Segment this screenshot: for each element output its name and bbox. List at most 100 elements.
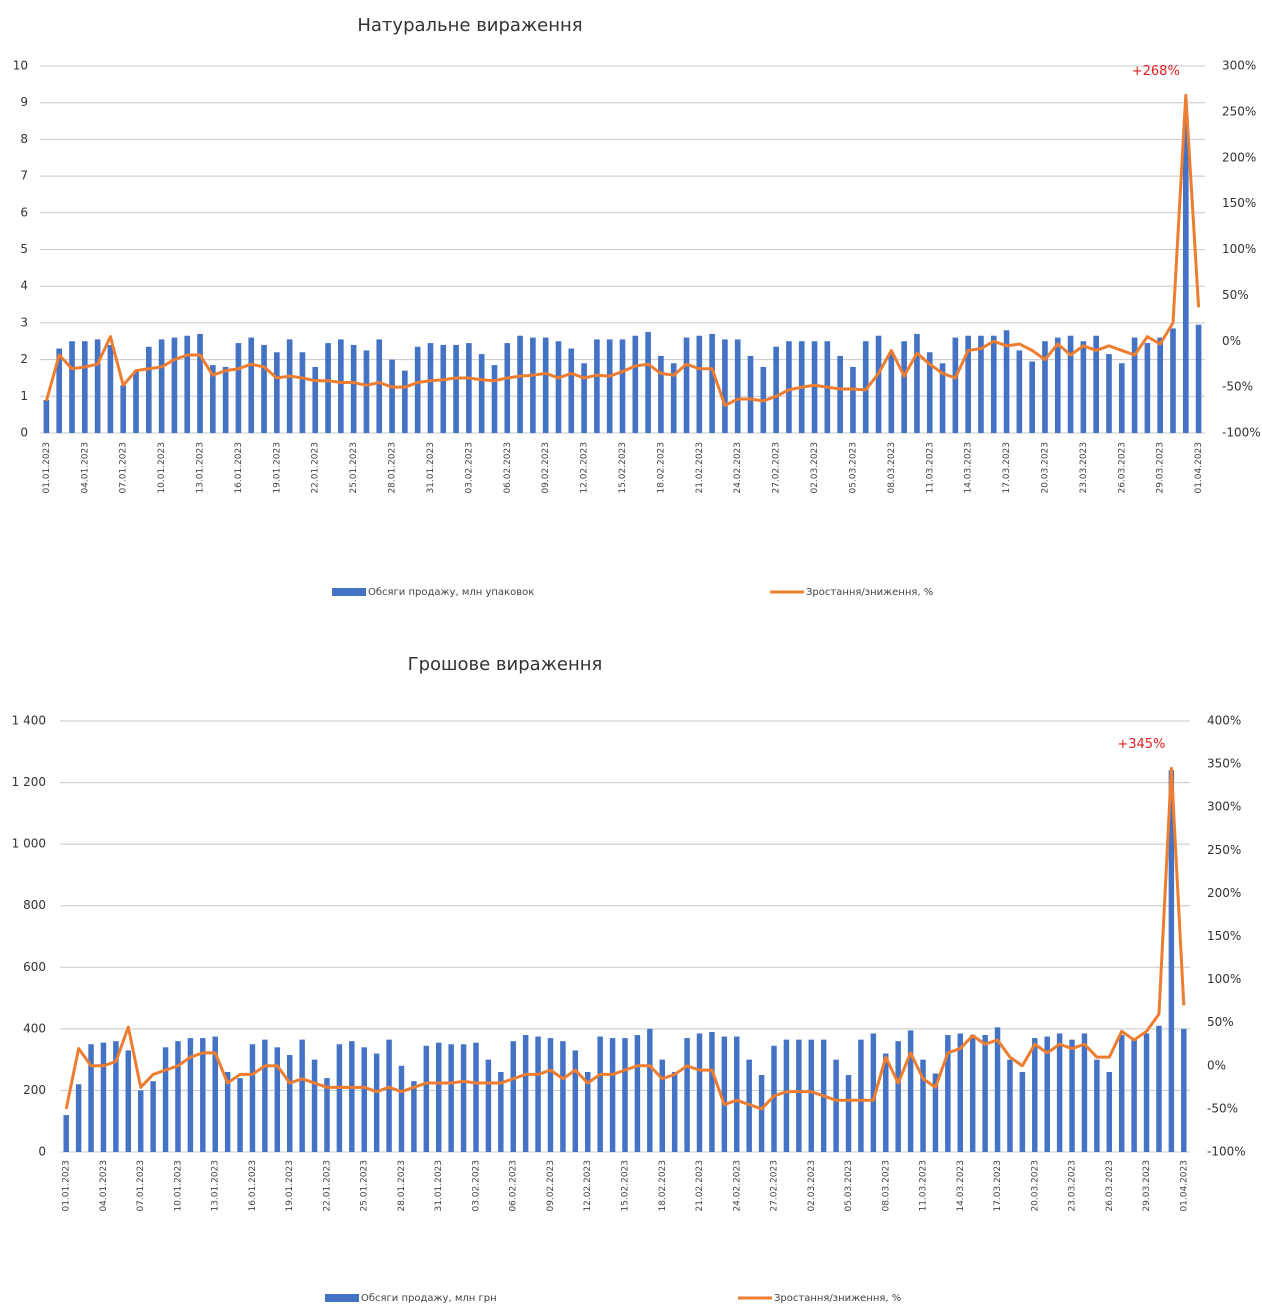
bar — [427, 343, 434, 433]
bar — [274, 352, 280, 433]
bar — [1042, 341, 1048, 433]
bar — [498, 1071, 504, 1152]
bar — [1181, 1028, 1187, 1152]
bar — [460, 1044, 467, 1152]
bar — [75, 1084, 82, 1152]
bar — [659, 1059, 665, 1152]
x-tick-label: 20.03.2023 — [1040, 442, 1050, 494]
bar — [895, 1041, 901, 1152]
bar — [363, 350, 370, 433]
bar — [43, 399, 50, 433]
bar — [1131, 337, 1138, 433]
y-tick-label: 5 — [20, 242, 28, 256]
bar — [448, 1044, 454, 1152]
x-tick-label: 12.02.2023 — [583, 1160, 593, 1212]
x-tick-label: 06.02.2023 — [503, 442, 513, 494]
y2-tick-label: -100% — [1222, 426, 1261, 440]
bar — [634, 1035, 641, 1152]
bar — [594, 339, 600, 433]
y-tick-label: 600 — [23, 960, 46, 974]
bar — [411, 1081, 417, 1152]
bar — [210, 365, 216, 433]
x-tick-label: 05.03.2023 — [848, 442, 858, 494]
bar — [758, 1075, 765, 1152]
x-tick-label: 12.02.2023 — [580, 442, 590, 494]
x-tick-label: 11.03.2023 — [919, 1160, 929, 1212]
x-tick-label: 25.01.2023 — [349, 442, 359, 494]
bar — [107, 344, 114, 433]
bar — [811, 341, 818, 433]
bar — [1080, 341, 1087, 433]
bar — [436, 1042, 442, 1152]
bar — [1044, 1036, 1050, 1152]
x-tick-label: 10.01.2023 — [157, 442, 167, 494]
bar — [952, 337, 959, 433]
bar — [709, 333, 715, 433]
bar — [786, 341, 792, 433]
bar — [1029, 361, 1035, 433]
x-tick-label: 29.03.2023 — [1142, 1160, 1152, 1212]
bar — [771, 1045, 777, 1152]
bar — [491, 365, 498, 433]
y-tick-label: 7 — [20, 169, 28, 183]
y2-tick-label: 250% — [1222, 104, 1256, 118]
x-tick-label: 17.03.2023 — [993, 1160, 1003, 1212]
y2-tick-label: 300% — [1222, 59, 1256, 73]
bar — [883, 1053, 889, 1152]
bar — [609, 1038, 616, 1152]
x-tick-label: 08.03.2023 — [881, 1160, 891, 1212]
y2-tick-label: -50% — [1207, 1101, 1238, 1115]
bar — [901, 341, 907, 433]
bar — [530, 337, 536, 433]
y2-tick-label: 150% — [1207, 929, 1241, 943]
bar — [619, 339, 626, 433]
bar — [581, 363, 587, 433]
chart-title: Грошове вираження — [408, 654, 603, 675]
bar — [696, 335, 703, 433]
bar — [1093, 335, 1099, 433]
bar — [606, 339, 613, 433]
x-tick-label: 27.02.2023 — [772, 442, 782, 494]
bar — [920, 1059, 926, 1152]
bar — [248, 337, 255, 433]
bar — [453, 344, 459, 433]
x-tick-label: 05.03.2023 — [844, 1160, 854, 1212]
bar — [1094, 1059, 1100, 1152]
bar — [939, 363, 946, 433]
bar — [261, 344, 267, 433]
bar — [311, 1059, 318, 1152]
y2-tick-label: 300% — [1207, 800, 1241, 814]
bar — [162, 1047, 169, 1152]
x-tick-label: 31.01.2023 — [426, 442, 436, 494]
y2-tick-label: -50% — [1222, 380, 1253, 394]
bar — [622, 1038, 628, 1152]
y-tick-label: 3 — [20, 315, 28, 329]
annotation: +268% — [1132, 64, 1180, 79]
x-tick-label: 19.01.2023 — [285, 1160, 295, 1212]
bar — [734, 339, 741, 433]
x-tick-label: 21.02.2023 — [695, 442, 705, 494]
bar — [560, 1041, 566, 1152]
x-tick-label: 20.03.2023 — [1030, 1160, 1040, 1212]
bar — [645, 332, 651, 433]
bar — [286, 339, 293, 433]
bar — [722, 339, 728, 433]
bar — [965, 335, 971, 433]
x-tick-label: 19.01.2023 — [272, 442, 282, 494]
y2-tick-label: 150% — [1222, 196, 1256, 210]
x-tick-label: 26.03.2023 — [1117, 442, 1127, 494]
x-tick-label: 03.02.2023 — [464, 442, 474, 494]
bar — [338, 339, 344, 433]
bar — [212, 1036, 218, 1152]
x-tick-label: 15.02.2023 — [621, 1160, 631, 1212]
bar — [1143, 1033, 1150, 1152]
x-tick-label: 24.02.2023 — [732, 1160, 742, 1212]
bar — [200, 1038, 206, 1152]
bar — [721, 1036, 728, 1152]
x-tick-label: 23.03.2023 — [1079, 442, 1089, 494]
bar — [1144, 343, 1151, 433]
bar — [274, 1047, 281, 1152]
bar — [184, 335, 191, 433]
bar — [389, 359, 395, 433]
